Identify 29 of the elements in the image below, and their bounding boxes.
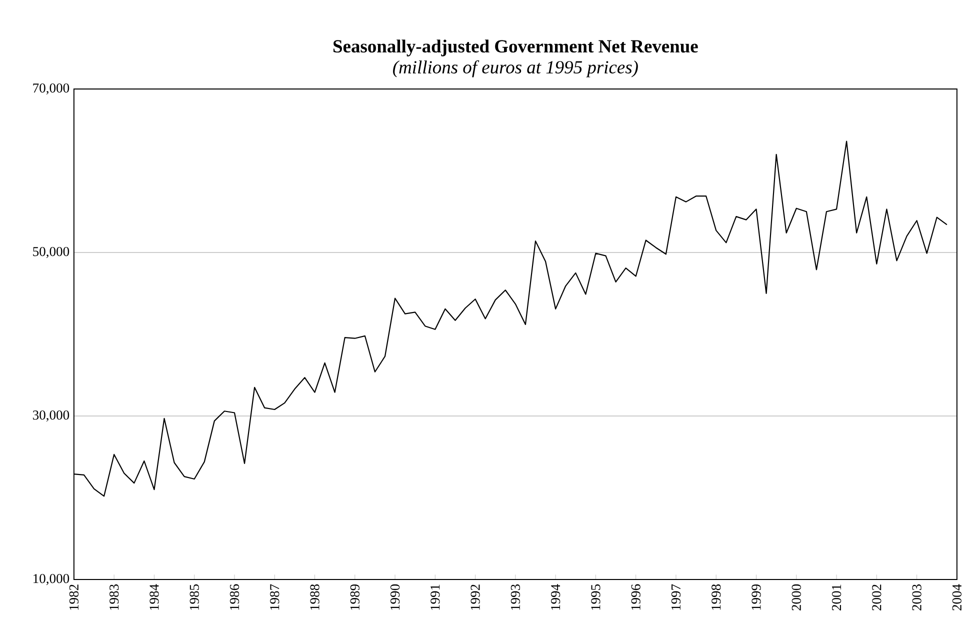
x-tick-label: 1983 <box>110 584 119 610</box>
x-tick-label: 1985 <box>190 584 199 610</box>
x-tick-label: 1999 <box>752 584 761 610</box>
y-tick-label: 50,000 <box>33 246 70 258</box>
x-tick-label: 1995 <box>591 584 600 610</box>
y-tick-label: 30,000 <box>32 410 70 422</box>
x-tick-label: 1998 <box>712 584 721 610</box>
x-tick-label: 1992 <box>470 584 480 610</box>
x-tick-label: 1990 <box>390 584 400 610</box>
y-tick-label: 70,000 <box>33 83 70 94</box>
x-tick-label: 1996 <box>631 584 640 610</box>
x-tick-label: 1994 <box>551 584 560 610</box>
chart-title: Seasonally-adjusted Government Net Revenue <box>334 39 698 56</box>
x-tick-label: 1989 <box>350 584 360 610</box>
x-tick-label: 1997 <box>671 584 681 610</box>
x-tick-label: 1987 <box>270 584 280 610</box>
x-tick-label: 2001 <box>832 584 842 610</box>
x-tick-label: 2004 <box>952 584 962 610</box>
x-tick-label: 2003 <box>912 584 922 610</box>
chart-subtitle: (millions of euros at 1995 prices) <box>393 60 638 78</box>
y-tick-label: 10,000 <box>34 574 70 585</box>
x-tick-label: 2000 <box>792 584 801 610</box>
x-tick-label: 1982 <box>69 584 79 610</box>
x-tick-label: 1986 <box>230 584 240 610</box>
x-tick-label: 1993 <box>510 584 520 610</box>
x-tick-label: 2002 <box>872 584 882 610</box>
x-tick-label: 1988 <box>310 584 320 610</box>
x-tick-label: 1984 <box>150 584 159 610</box>
x-tick-label: 1991 <box>430 584 440 610</box>
